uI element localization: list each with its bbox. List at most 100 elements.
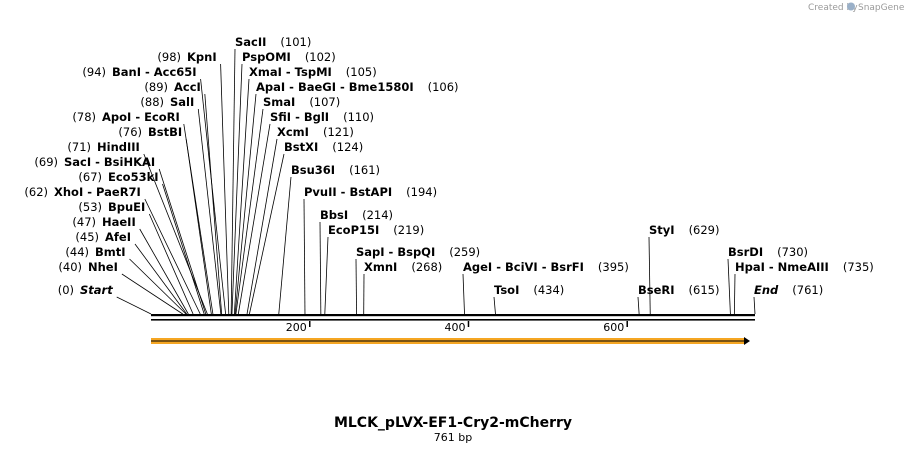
site-position-bsrdi: (730) (777, 245, 808, 259)
site-position-bstxi: (124) (332, 140, 363, 154)
site-position-nhei: (40) (58, 260, 82, 274)
site-label-bsrdi[interactable]: BsrDI (728, 245, 763, 259)
site-position-apoi-ecori: (78) (72, 110, 96, 124)
site-position-kpni: (98) (157, 50, 181, 64)
site-label-haeii[interactable]: HaeII (102, 215, 136, 229)
leader-line-sacii (230, 48, 236, 315)
site-label-sapi-bspqi[interactable]: SapI - BspQI (356, 245, 435, 259)
site-label-agei-bcivi-bsrfi[interactable]: AgeI - BciVI - BsrFI (463, 260, 584, 274)
leader-line-bstxi (249, 153, 285, 315)
leader-line-end (753, 296, 756, 315)
site-label-end[interactable]: End (754, 283, 779, 297)
site-label-sfii-bgli[interactable]: SfiI - BglI (270, 110, 329, 124)
site-position-xhoi-paer7i: (62) (24, 185, 48, 199)
site-label-pvuii-bstapi[interactable]: PvuII - BstAPI (304, 185, 392, 199)
site-position-bani-acc65i: (94) (82, 65, 106, 79)
site-label-bstxi[interactable]: BstXI (284, 140, 318, 154)
site-position-apai-baegi-bme1580i: (106) (428, 80, 459, 94)
leader-line-pvuii-bstapi (303, 198, 306, 315)
feature-arrowhead-icon (744, 337, 750, 345)
site-label-sali[interactable]: SalI (170, 95, 194, 109)
site-label-pspomi[interactable]: PspOMI (242, 50, 291, 64)
map-length: 761 bp (434, 431, 472, 444)
site-position-pspomi: (102) (305, 50, 336, 64)
site-label-acci[interactable]: AccI (174, 80, 201, 94)
leader-line-bsrdi (727, 258, 731, 315)
site-position-ecop15i: (219) (393, 223, 424, 237)
site-label-styi[interactable]: StyI (649, 223, 675, 237)
leader-line-afei (134, 243, 188, 315)
ruler-label-400: 400 (444, 321, 465, 334)
site-label-xcmi[interactable]: XcmI (277, 125, 309, 139)
site-position-bpuei: (53) (78, 200, 102, 214)
feature-arrow[interactable] (151, 337, 750, 345)
site-label-bstbi[interactable]: BstBI (148, 125, 182, 139)
credit-brand: SnapGene (858, 3, 905, 13)
site-label-eco53ki[interactable]: Eco53kI (108, 170, 159, 184)
leader-line-agei-bcivi-bsrfi (462, 273, 465, 315)
site-label-sacii[interactable]: SacII (235, 35, 266, 49)
leader-line-xmai-tspmi (233, 78, 250, 315)
leader-line-sapi-bspqi (355, 258, 357, 315)
leader-line-hpai-nmeaiii (733, 273, 736, 315)
leader-line-ecop15i (324, 236, 329, 315)
site-label-xhoi-paer7i[interactable]: XhoI - PaeR7I (54, 185, 141, 199)
credit-prefix: Created by (808, 3, 858, 13)
site-position-styi: (629) (689, 223, 720, 237)
site-position-end: (761) (792, 283, 823, 297)
site-label-smai[interactable]: SmaI (263, 95, 295, 109)
site-position-xmni: (268) (411, 260, 442, 274)
leader-line-apoi-ecori (183, 123, 214, 315)
leader-line-tsoi (493, 296, 496, 315)
site-position-tsoi: (434) (533, 283, 564, 297)
site-label-apai-baegi-bme1580i[interactable]: ApaI - BaeGI - Bme1580I (256, 80, 414, 94)
site-label-saci-bsihkai[interactable]: SacI - BsiHKAI (64, 155, 155, 169)
site-label-bpuei[interactable]: BpuEI (108, 200, 145, 214)
leader-line-kpni (220, 63, 230, 315)
site-label-kpni[interactable]: KpnI (187, 50, 217, 64)
site-label-bani-acc65i[interactable]: BanI - Acc65I (112, 65, 197, 79)
leader-line-apai-baegi-bme1580i (234, 93, 257, 315)
site-position-xmai-tspmi: (105) (346, 65, 377, 79)
ruler-label-600: 600 (603, 321, 624, 334)
site-label-hindiii[interactable]: HindIII (97, 140, 140, 154)
site-position-bstbi: (76) (118, 125, 142, 139)
map-title: MLCK_pLVX-EF1-Cry2-mCherry (334, 415, 572, 431)
leader-line-pspomi (231, 63, 243, 315)
sequence-line-top (151, 314, 755, 317)
site-position-start: (0) (58, 283, 74, 297)
site-position-bmti: (44) (65, 245, 89, 259)
leader-line-start (116, 296, 152, 315)
site-label-nhei[interactable]: NheI (88, 260, 118, 274)
leader-line-sfii-bgli (237, 123, 271, 315)
site-label-afei[interactable]: AfeI (105, 230, 131, 244)
leader-line-bani-acc65i (200, 78, 227, 315)
site-position-afei: (45) (75, 230, 99, 244)
leader-line-bsu36i (278, 176, 292, 315)
site-label-xmni[interactable]: XmnI (364, 260, 397, 274)
site-labels: Start (0) NheI (40) BmtI (44) AfeI (45)HaeII (47… (24, 35, 873, 297)
leader-line-eco53ki (162, 183, 205, 315)
site-label-bmti[interactable]: BmtI (95, 245, 126, 259)
sequence-line-bottom (151, 319, 755, 321)
site-label-start[interactable]: Start (80, 283, 113, 297)
site-label-ecop15i[interactable]: EcoP15I (328, 223, 379, 237)
site-label-xmai-tspmi[interactable]: XmaI - TspMI (249, 65, 332, 79)
leader-line-bbsi (319, 221, 322, 315)
site-position-pvuii-bstapi: (194) (406, 185, 437, 199)
site-label-hpai-nmeaiii[interactable]: HpaI - NmeAIII (735, 260, 829, 274)
snapgene-credit: Created by SnapGene (808, 2, 905, 13)
site-label-tsoi[interactable]: TsoI (494, 283, 519, 297)
site-label-bseri[interactable]: BseRI (638, 283, 675, 297)
ruler-ticks: 200 400 600 (286, 321, 628, 334)
site-label-apoi-ecori[interactable]: ApoI - EcoRI (102, 110, 180, 124)
site-position-hindiii: (71) (67, 140, 91, 154)
site-position-sacii: (101) (280, 35, 311, 49)
snapgene-logo-icon (847, 2, 855, 11)
site-label-bsu36i[interactable]: Bsu36I (291, 163, 335, 177)
leader-line-styi (648, 236, 651, 315)
site-label-bbsi[interactable]: BbsI (320, 208, 348, 222)
site-position-smai: (107) (309, 95, 340, 109)
site-position-hpai-nmeaiii: (735) (843, 260, 874, 274)
